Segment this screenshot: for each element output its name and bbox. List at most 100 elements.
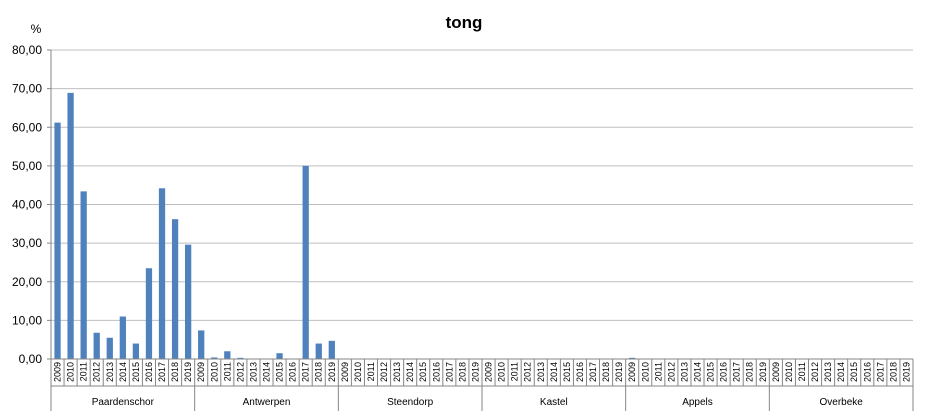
group-label: Steendorp (387, 397, 434, 408)
y-tick-label: 40,00 (12, 198, 42, 212)
x-tick-label: 2018 (888, 362, 898, 382)
bar (198, 330, 205, 359)
x-tick-label: 2016 (288, 362, 298, 382)
x-tick-label: 2014 (405, 362, 415, 382)
x-tick-label: 2019 (901, 362, 911, 382)
x-tick-label: 2019 (614, 362, 624, 382)
x-tick-label: 2010 (784, 362, 794, 382)
x-tick-label: 2012 (92, 362, 102, 382)
x-tick-label: 2018 (314, 362, 324, 382)
x-tick-label: 2018 (601, 362, 611, 382)
bar (237, 357, 244, 359)
y-tick-label: 70,00 (12, 82, 42, 96)
y-axis-label: % (31, 22, 42, 36)
x-tick-label: 2019 (758, 362, 768, 382)
x-tick-label: 2019 (183, 362, 193, 382)
x-tick-label: 2012 (810, 362, 820, 382)
x-tick-label: 2011 (510, 362, 520, 381)
x-tick-label: 2010 (209, 362, 219, 382)
x-axis: 2009 2010 2011 2012 2013 2014 2015 2016 2017 2018… (50, 358, 914, 411)
x-tick-label: 2011 (653, 362, 663, 381)
x-tick-label: 2009 (627, 362, 637, 382)
bar (171, 219, 179, 359)
bar (93, 332, 100, 359)
x-tick-label: 2015 (706, 362, 716, 382)
x-tick-label: 2018 (170, 362, 180, 382)
bar (145, 268, 153, 359)
x-tick-label: 2009 (484, 362, 494, 382)
x-tick-label: 2013 (248, 362, 258, 382)
x-tick-label: 2011 (797, 362, 807, 381)
x-tick-label: 2009 (340, 362, 350, 382)
x-tick-label: 2016 (862, 362, 872, 382)
bar (80, 191, 87, 359)
y-tick-label: 80,00 (12, 43, 42, 57)
x-tick-label: 2017 (157, 362, 167, 382)
x-tick-label: 2016 (144, 362, 154, 382)
y-tick-label: 60,00 (12, 120, 42, 134)
x-tick-label: 2009 (771, 362, 781, 382)
x-tick-label: 2014 (262, 362, 272, 382)
bar (132, 343, 140, 359)
x-tick-label: 2015 (275, 362, 285, 382)
y-tick-label: 10,00 (12, 313, 42, 327)
bar (158, 188, 166, 359)
chart-title: tong (446, 13, 483, 32)
group-label: Kastel (540, 397, 568, 408)
x-tick-label: 2010 (66, 362, 76, 382)
x-tick-label: 2018 (745, 362, 755, 382)
x-tick-label: 2015 (562, 362, 572, 382)
x-tick-label: 2011 (222, 362, 232, 381)
bar (54, 122, 61, 360)
x-tick-label: 2018 (457, 362, 467, 382)
x-tick-label: 2017 (588, 362, 598, 382)
bar (119, 316, 126, 359)
x-tick-label: 2016 (431, 362, 441, 382)
group-label: Paardenschor (92, 397, 155, 408)
x-tick-label: 2014 (118, 362, 128, 382)
x-tick-label: 2016 (575, 362, 585, 382)
bars (54, 92, 636, 360)
bar (276, 353, 283, 359)
x-tick-label: 2014 (693, 362, 703, 382)
x-tick-label: 2013 (823, 362, 833, 382)
bar (106, 337, 113, 359)
x-tick-label: 2015 (849, 362, 859, 382)
group-label: Antwerpen (243, 397, 291, 408)
bar (302, 165, 309, 359)
bar (315, 343, 322, 359)
x-tick-label: 2019 (327, 362, 337, 382)
x-tick-label: 2011 (79, 362, 89, 381)
group-label: Appels (682, 397, 713, 408)
x-tick-label: 2017 (301, 362, 311, 382)
x-tick-label: 2010 (497, 362, 507, 382)
bar (629, 357, 636, 359)
bar (185, 244, 192, 359)
bar (67, 92, 74, 359)
x-tick-label: 2012 (666, 362, 676, 382)
x-tick-label: 2010 (353, 362, 363, 382)
x-tick-label: 2012 (523, 362, 533, 382)
x-tick-label: 2015 (131, 362, 141, 382)
x-tick-label: 2017 (444, 362, 454, 382)
group-label: Overbeke (819, 397, 863, 408)
x-tick-label: 2013 (536, 362, 546, 382)
y-tick-labels: 0,00 10,00 20,00 30,00 40,00 50,00 60,00 70,00 8… (12, 43, 52, 366)
x-tick-label: 2015 (418, 362, 428, 382)
x-tick-label: 2010 (640, 362, 650, 382)
y-tick-label: 0,00 (19, 352, 43, 366)
gridlines (51, 49, 913, 321)
y-tick-label: 30,00 (12, 236, 42, 250)
x-tick-label: 2011 (366, 362, 376, 381)
x-tick-label: 2014 (836, 362, 846, 382)
x-tick-label: 2013 (392, 362, 402, 382)
bar (211, 357, 218, 359)
y-tick-label: 20,00 (12, 275, 42, 289)
x-tick-label: 2019 (470, 362, 480, 382)
bar (328, 340, 335, 359)
y-tick-label: 50,00 (12, 159, 42, 173)
x-tick-label: 2013 (679, 362, 689, 382)
x-tick-label: 2013 (105, 362, 115, 382)
x-tick-label: 2012 (235, 362, 245, 382)
